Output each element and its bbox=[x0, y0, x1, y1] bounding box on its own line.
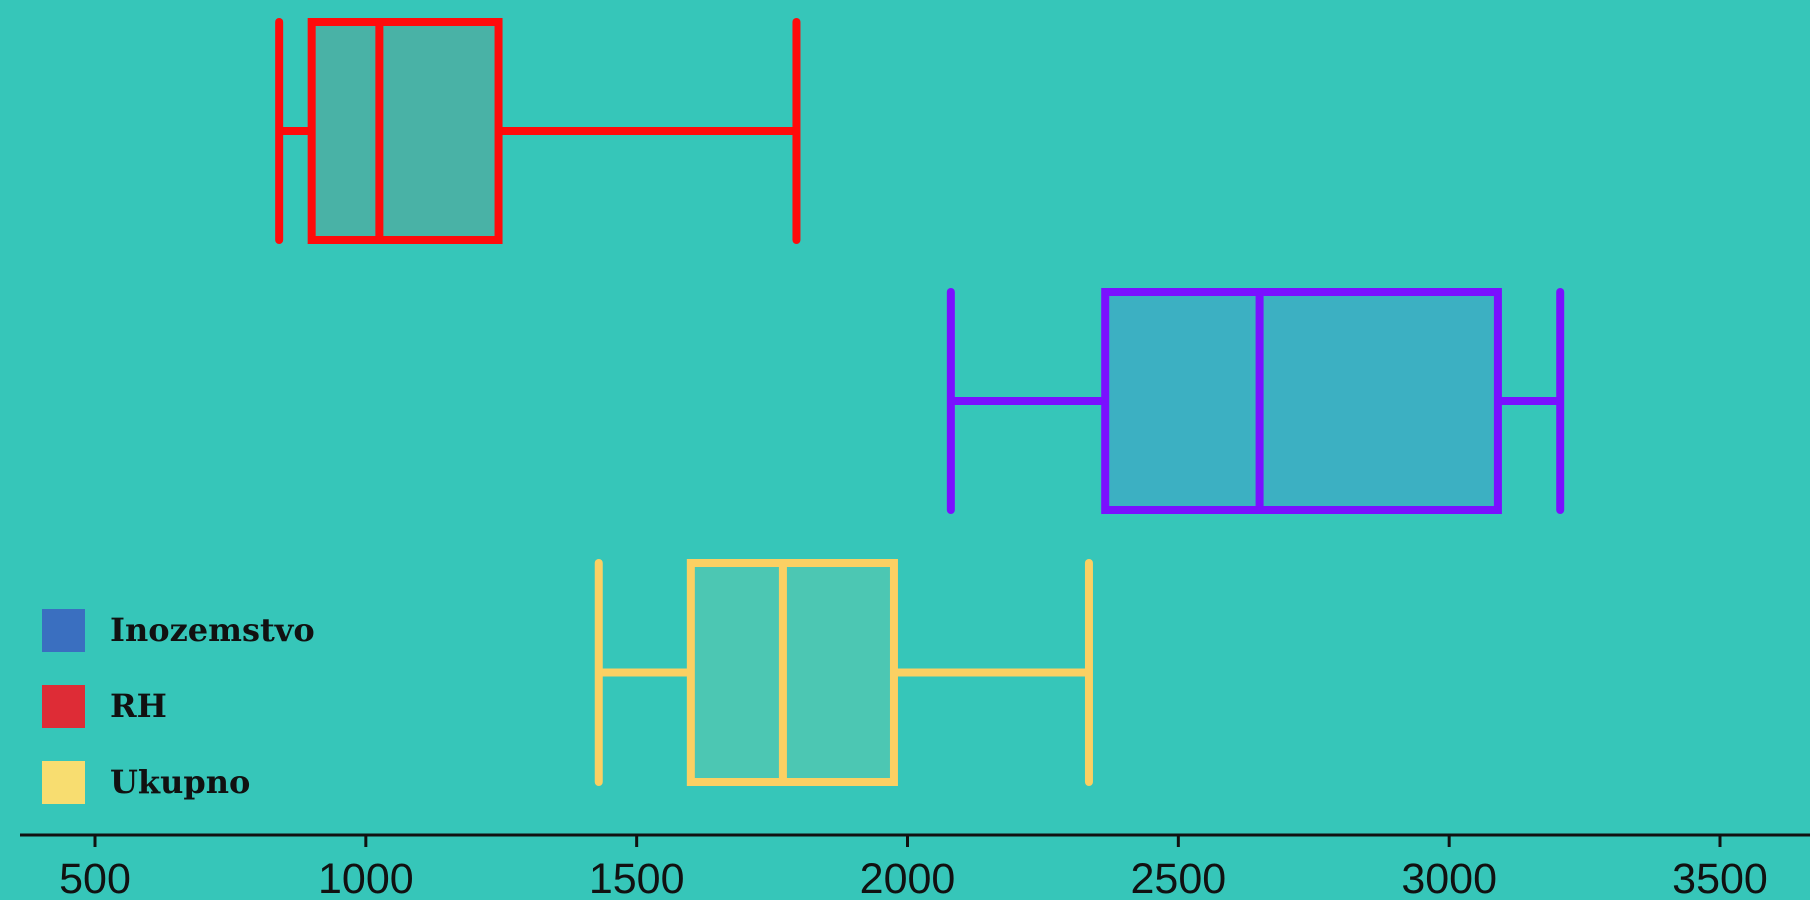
legend-swatch-inozemstvo bbox=[42, 609, 85, 652]
legend-swatch-ukupno bbox=[42, 761, 85, 804]
x-tick-label: 500 bbox=[59, 855, 131, 900]
x-tick-label: 1500 bbox=[589, 855, 685, 900]
legend-label-ukupno: Ukupno bbox=[110, 763, 250, 801]
box-ukupno bbox=[594, 559, 1093, 786]
legend-swatch-rh bbox=[42, 685, 85, 728]
iqr-box bbox=[686, 559, 898, 786]
x-tick-label: 3500 bbox=[1672, 855, 1768, 900]
x-tick-label: 3000 bbox=[1401, 855, 1497, 900]
legend-label-inozemstvo: Inozemstvo bbox=[110, 611, 315, 649]
x-tick-label: 1000 bbox=[318, 855, 414, 900]
x-tick-label: 2000 bbox=[860, 855, 956, 900]
legend: Inozemstvo RH Ukupno bbox=[42, 609, 315, 804]
x-tick-label: 2500 bbox=[1130, 855, 1226, 900]
box-rh bbox=[275, 18, 801, 244]
legend-label-rh: RH bbox=[110, 687, 167, 725]
x-axis: 500 1000 1500 2000 2500 3000 3500 bbox=[20, 833, 1810, 900]
iqr-box bbox=[1101, 288, 1502, 514]
iqr-box bbox=[307, 18, 503, 244]
box-inozemstvo bbox=[946, 288, 1565, 514]
